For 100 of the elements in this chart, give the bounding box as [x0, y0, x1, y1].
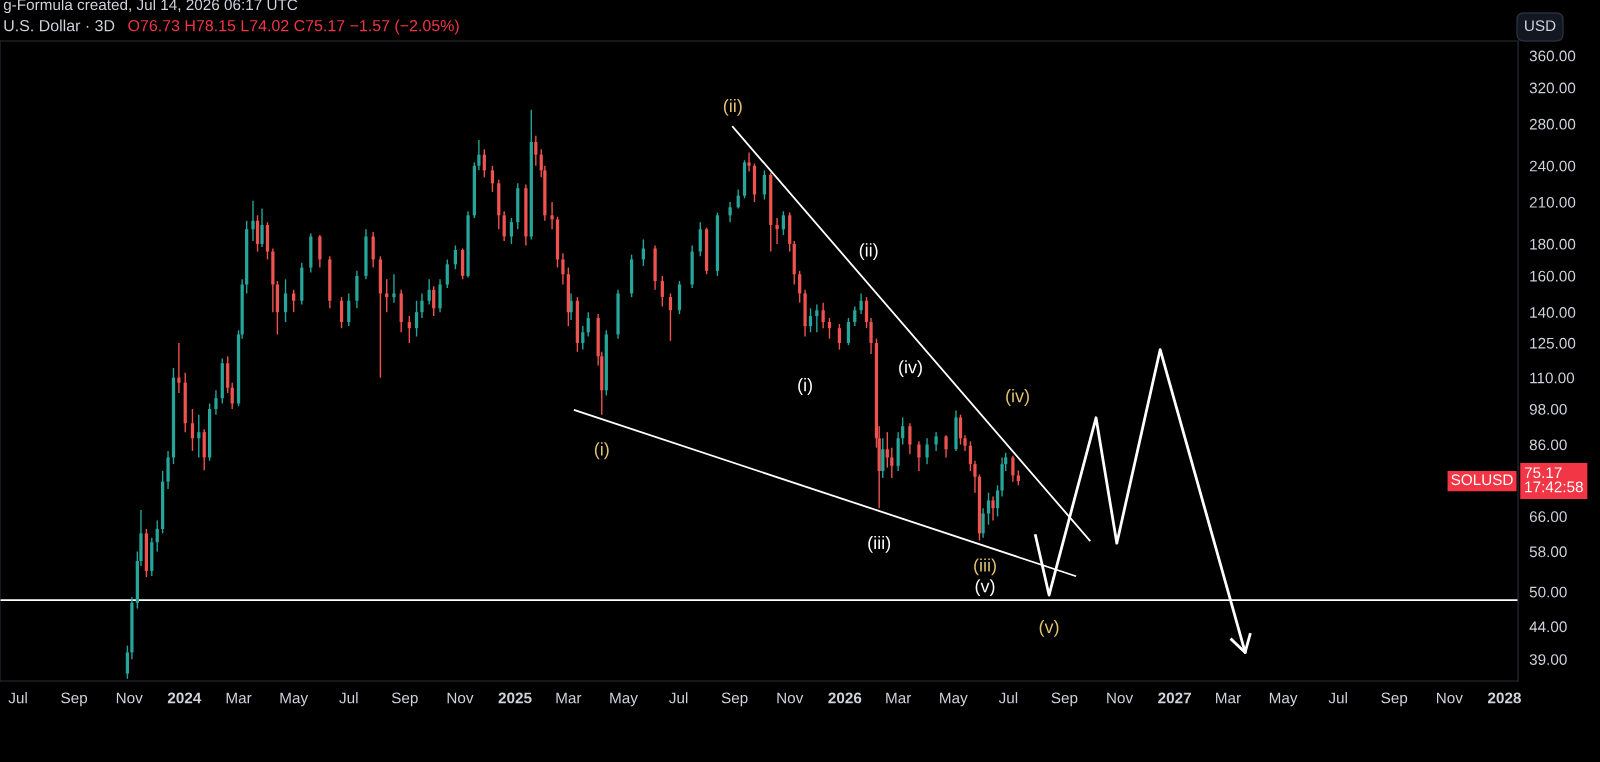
candlestick — [827, 317, 832, 340]
candlestick — [846, 317, 851, 346]
x-tick-label: Mar — [886, 692, 912, 704]
candlestick — [981, 507, 985, 539]
candlestick — [808, 307, 813, 333]
candlestick — [260, 207, 264, 248]
candlestick — [859, 292, 863, 315]
x-tick-label: Sep — [391, 692, 418, 707]
annotation: (iii) — [974, 558, 996, 576]
candlestick — [407, 315, 411, 344]
candlestick — [908, 422, 912, 455]
x-tick-label: Nov — [116, 692, 143, 704]
annotation: (iii) — [868, 535, 891, 553]
candlestick — [318, 234, 322, 269]
x-tick-label: Nov — [447, 692, 474, 704]
y-tick-label: 86.00 — [1529, 439, 1567, 451]
x-tick-label: May — [280, 692, 309, 707]
x-tick-label: Jul — [669, 692, 688, 704]
annotation: (v) — [975, 579, 995, 596]
candlestick — [864, 296, 869, 329]
candlestick — [581, 325, 585, 351]
candlestick — [881, 437, 885, 479]
candlestick — [821, 301, 825, 329]
candlestick — [798, 270, 802, 304]
annotation: (iv) — [899, 360, 922, 377]
annotation: (iv) — [1006, 389, 1029, 406]
text: USD — [1525, 20, 1556, 32]
candlestick — [392, 273, 396, 304]
candlestick — [781, 210, 786, 236]
candlestick — [283, 278, 288, 323]
candlestick — [502, 210, 506, 242]
chart-title: U.S. Dollar · 3D — [4, 19, 115, 32]
y-tick-label: 39.00 — [1529, 654, 1567, 665]
candlestick — [190, 408, 195, 452]
candlestick — [339, 296, 344, 329]
candlestick — [747, 151, 751, 173]
candlestick — [445, 258, 449, 289]
candlestick — [414, 300, 419, 338]
x-tick-label: May — [1269, 692, 1298, 707]
candlestick — [561, 252, 565, 286]
candlestick — [490, 165, 495, 193]
candlestick — [230, 381, 234, 410]
candlestick — [944, 434, 948, 459]
candlestick — [925, 437, 929, 465]
y-tick-label: 210.00 — [1529, 196, 1576, 208]
candlestick — [477, 139, 481, 172]
y-tick-label: 160.00 — [1530, 270, 1576, 282]
annotation: (i) — [798, 378, 812, 395]
candlestick — [641, 238, 645, 267]
x-tick-label: Jul — [8, 692, 27, 704]
annotation: (i) — [594, 442, 609, 460]
candlestick — [586, 311, 590, 338]
candlestick — [347, 292, 351, 327]
y-tick-label: 44.00 — [1529, 621, 1567, 633]
candlestick — [890, 446, 894, 479]
candlestick — [214, 389, 218, 416]
annotation: (ii) — [723, 99, 742, 116]
y-tick-label: 98.00 — [1529, 403, 1567, 415]
candlestick — [728, 201, 732, 223]
candlestick — [958, 413, 963, 446]
candlestick — [815, 303, 819, 333]
candlestick — [438, 278, 442, 313]
y-tick-label: 140.00 — [1530, 307, 1576, 318]
candlestick — [869, 317, 873, 355]
x-tick-label: 2028 — [1487, 692, 1521, 704]
y-tick-label: 280.00 — [1529, 118, 1576, 130]
candlestick — [155, 519, 159, 553]
x-tick-label: Mar — [1216, 692, 1241, 704]
candlestick — [550, 201, 554, 230]
x-tick-label: 2027 — [1158, 692, 1191, 704]
y-tick-label: 58.00 — [1529, 546, 1567, 558]
x-tick-label: 2026 — [828, 692, 862, 704]
candlestick — [698, 221, 702, 257]
candlestick — [197, 413, 201, 459]
candlestick — [255, 214, 260, 253]
candlestick — [534, 135, 538, 167]
x-tick-label: 2024 — [167, 692, 202, 704]
x-tick-label: Nov — [777, 692, 804, 704]
candlestick — [385, 278, 389, 313]
candlestick — [991, 495, 995, 522]
x-tick-label: Nov — [1107, 692, 1134, 704]
candlestick — [986, 492, 991, 526]
x-tick-label: Nov — [1437, 692, 1463, 704]
candlestick — [762, 169, 767, 201]
y-tick-label: 66.00 — [1529, 511, 1567, 523]
x-tick-label: Sep — [1051, 692, 1078, 707]
candlestick — [973, 460, 977, 494]
candlestick — [292, 289, 296, 313]
y-tick-label: 320.00 — [1529, 82, 1576, 94]
x-tick-label: Jul — [1328, 692, 1347, 704]
annotation: SOLUSD — [1451, 474, 1513, 486]
candlestick — [1011, 455, 1015, 483]
y-tick-label: 240.00 — [1529, 160, 1576, 172]
x-tick-label: Mar — [226, 692, 252, 704]
annotation: (ii) — [859, 243, 878, 261]
text: 75.17 17:42:58 — [1524, 467, 1583, 493]
annotation: (v) — [1039, 619, 1059, 637]
candlestick — [453, 244, 458, 270]
chart-subtitle: O76.73 H78.15 L74.02 C75.17 −1.57 (−2.05%) — [128, 19, 459, 35]
candlestick — [427, 278, 431, 306]
